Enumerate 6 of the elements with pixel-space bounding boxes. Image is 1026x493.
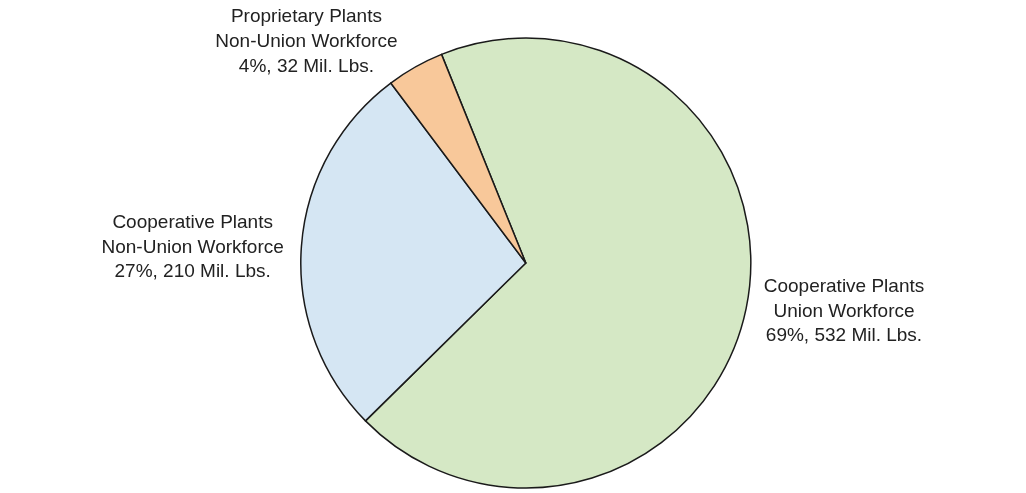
slice-label: Cooperative Plants Non-Union Workforce [101,210,284,257]
data-label: 69%, 532 Mil. Lbs. [765,324,923,346]
slice-label: Proprietary Plants Non-Union Workforce [215,5,398,51]
slice-label: Cooperative Plants Union Workforce [763,274,925,321]
data-label: 4%, 32 Mil. Lbs. [238,54,375,76]
data-label: 27%, 210 Mil. Lbs. [114,260,271,282]
